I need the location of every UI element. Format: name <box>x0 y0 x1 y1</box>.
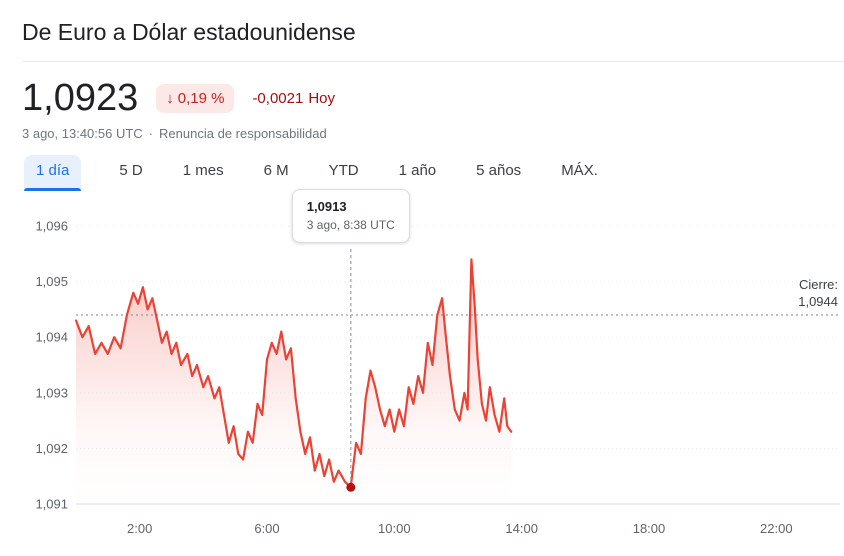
quote-timestamp: 3 ago, 13:40:56 UTC <box>22 126 143 141</box>
tab-1-ano[interactable]: 1 año <box>397 155 439 191</box>
page-title: De Euro a Dólar estadounidense <box>22 12 844 62</box>
price-chart[interactable]: 1,091 1,092 1,093 1,094 1,095 1,096 2:00 6:00 10… <box>22 199 844 544</box>
change-period-label: Hoy <box>308 89 335 107</box>
tab-5-anos[interactable]: 5 años <box>474 155 523 191</box>
x-tick-label: 22:00 <box>760 521 793 536</box>
x-tick-label: 14:00 <box>505 521 538 536</box>
x-tick-label: 18:00 <box>633 521 666 536</box>
y-tick-label: 1,091 <box>35 497 68 512</box>
tab-1-dia[interactable]: 1 día <box>24 155 82 191</box>
previous-close-label: Cierre: <box>799 277 838 292</box>
y-tick-label: 1,093 <box>35 385 68 400</box>
chart-tooltip: 1,0913 3 ago, 8:38 UTC <box>291 189 410 243</box>
tab-1-mes[interactable]: 1 mes <box>181 155 226 191</box>
tab-ytd[interactable]: YTD <box>327 155 361 191</box>
x-tick-label: 10:00 <box>378 521 411 536</box>
price-row: 1,0923 ↓ 0,19 % -0,0021 Hoy <box>22 76 844 120</box>
quote-timestamp-row: 3 ago, 13:40:56 UTC · Renuncia de respon… <box>22 126 844 141</box>
change-percent-badge: ↓ 0,19 % <box>156 83 235 113</box>
y-tick-label: 1,096 <box>35 219 68 234</box>
separator-dot: · <box>148 126 154 141</box>
range-tabs: 1 día 5 D 1 mes 6 M YTD 1 año 5 años MÁX. <box>22 155 844 191</box>
y-tick-label: 1,095 <box>35 274 68 289</box>
change-absolute: -0,0021 Hoy <box>252 90 335 107</box>
y-tick-label: 1,092 <box>35 441 68 456</box>
tooltip-time: 3 ago, 8:38 UTC <box>306 218 395 232</box>
down-arrow-icon: ↓ <box>166 89 174 107</box>
previous-close-value: 1,0944 <box>798 294 838 309</box>
chart-container[interactable]: 1,091 1,092 1,093 1,094 1,095 1,096 2:00 6:00 10… <box>22 189 844 548</box>
tab-5-d[interactable]: 5 D <box>117 155 144 191</box>
current-price: 1,0923 <box>22 77 139 119</box>
change-absolute-value: -0,0021 <box>252 89 304 107</box>
change-percent-value: 0,19 % <box>177 89 225 107</box>
marker-dot <box>346 482 356 492</box>
disclaimer-link[interactable]: Renuncia de responsabilidad <box>159 126 327 141</box>
tab-max[interactable]: MÁX. <box>559 155 600 191</box>
price-line <box>74 258 513 489</box>
tab-6-m[interactable]: 6 M <box>262 155 291 191</box>
tooltip-value: 1,0913 <box>306 199 347 214</box>
x-tick-label: 6:00 <box>254 521 279 536</box>
x-tick-label: 2:00 <box>127 521 152 536</box>
y-tick-label: 1,094 <box>35 330 68 345</box>
